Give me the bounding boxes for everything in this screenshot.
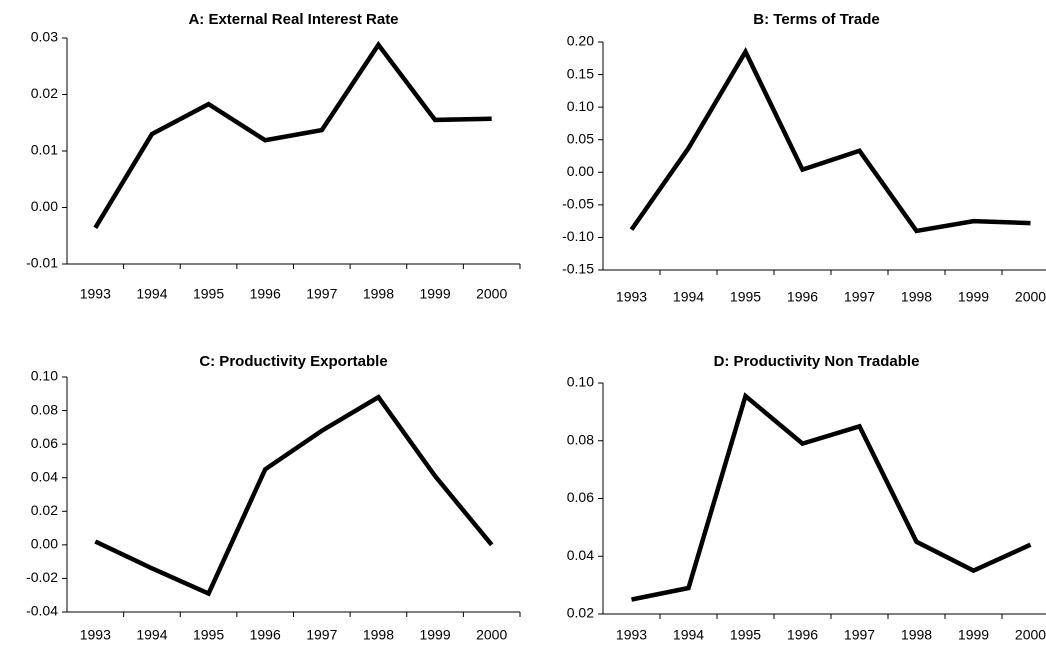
chart-title: D: Productivity Non Tradable — [714, 353, 920, 370]
y-tick-label: 0.02 — [31, 85, 58, 101]
y-tick-label: 0.10 — [31, 368, 58, 384]
x-tick-label: 1994 — [673, 289, 704, 305]
y-tick-label: 0.08 — [31, 401, 58, 417]
x-tick-label: 1996 — [250, 286, 281, 302]
x-tick-label: 1994 — [673, 627, 704, 643]
y-tick-label: 0.15 — [567, 65, 594, 81]
x-tick-label: 1997 — [306, 627, 337, 643]
x-tick-label: 1994 — [136, 627, 167, 643]
y-tick-label: 0.06 — [31, 435, 58, 451]
y-tick-label: 0.02 — [31, 502, 58, 518]
x-tick-label: 1999 — [419, 627, 450, 643]
data-line — [631, 392, 1032, 602]
x-tick-label: 1997 — [844, 627, 875, 643]
x-tick-label: 1993 — [80, 286, 111, 302]
data-line — [93, 40, 492, 230]
y-tick-label: 0.20 — [567, 33, 594, 49]
x-tick-label: 1993 — [616, 289, 647, 305]
y-tick-label: 0.10 — [567, 98, 594, 114]
y-tick-label: 0.04 — [567, 547, 594, 563]
y-tick-label: -0.10 — [562, 228, 594, 244]
x-tick-label: 1995 — [730, 289, 761, 305]
x-tick-label: 1996 — [787, 289, 818, 305]
chart-title: A: External Real Interest Rate — [188, 11, 398, 28]
x-tick-label: 2000 — [1015, 627, 1046, 643]
x-tick-label: 1993 — [80, 627, 111, 643]
y-tick-label: 0.00 — [31, 536, 58, 552]
chart-title: B: Terms of Trade — [753, 11, 879, 28]
x-tick-label: 1995 — [193, 286, 224, 302]
x-tick-label: 1998 — [363, 286, 394, 302]
x-tick-label: 1999 — [958, 289, 989, 305]
x-tick-label: 1997 — [306, 286, 337, 302]
x-tick-label: 1999 — [419, 286, 450, 302]
x-tick-label: 1994 — [136, 286, 167, 302]
x-tick-label: 1995 — [730, 627, 761, 643]
x-tick-label: 2000 — [1015, 289, 1046, 305]
x-tick-label: 1999 — [958, 627, 989, 643]
x-tick-label: 1996 — [250, 627, 281, 643]
y-tick-label: 0.04 — [31, 468, 58, 484]
y-tick-label: 0.00 — [567, 163, 594, 179]
x-tick-label: 1998 — [901, 289, 932, 305]
y-tick-label: 0.00 — [31, 198, 58, 214]
x-tick-label: 1995 — [193, 627, 224, 643]
data-line — [629, 47, 1031, 234]
x-tick-label: 1996 — [787, 627, 818, 643]
y-tick-label: 0.01 — [31, 142, 58, 158]
y-tick-label: 0.03 — [31, 29, 58, 45]
x-tick-label: 2000 — [476, 286, 507, 302]
y-tick-label: 0.06 — [567, 489, 594, 505]
y-tick-label: -0.15 — [562, 261, 594, 277]
x-tick-label: 1997 — [844, 289, 875, 305]
y-tick-label: 0.08 — [567, 431, 594, 447]
x-tick-label: 1998 — [901, 627, 932, 643]
y-tick-label: 0.02 — [567, 605, 594, 621]
y-tick-label: 0.10 — [567, 374, 594, 390]
x-tick-label: 1998 — [363, 627, 394, 643]
chart-title: C: Productivity Exportable — [199, 353, 387, 370]
x-tick-label: 2000 — [476, 627, 507, 643]
y-tick-label: -0.05 — [562, 196, 594, 212]
y-tick-label: -0.02 — [26, 569, 58, 585]
y-tick-label: -0.04 — [26, 603, 58, 619]
data-line — [94, 394, 494, 597]
y-tick-label: -0.01 — [26, 255, 58, 271]
y-tick-label: 0.05 — [567, 130, 594, 146]
x-tick-label: 1993 — [616, 627, 647, 643]
